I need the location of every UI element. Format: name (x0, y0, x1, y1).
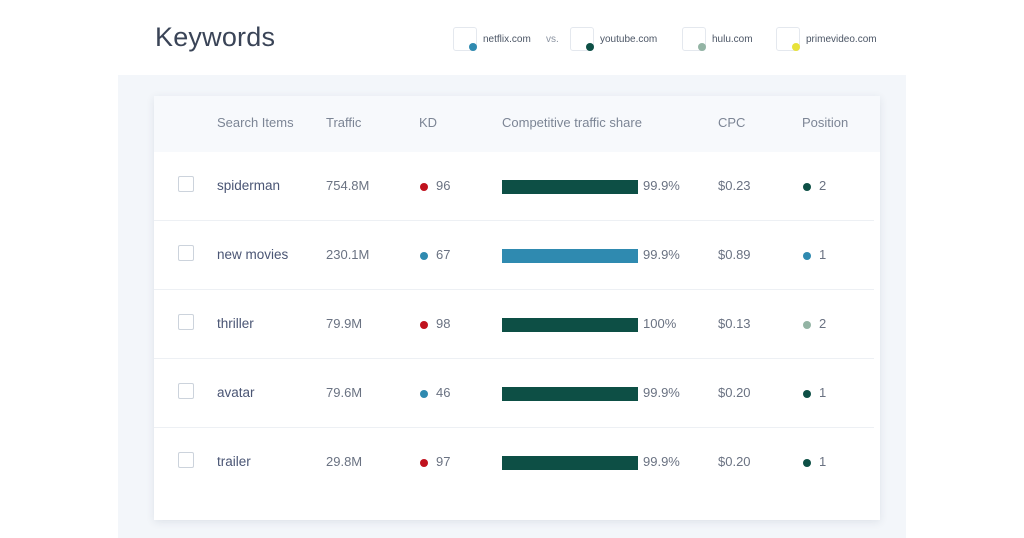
column-header-traffic-share[interactable]: Competitive traffic share (502, 115, 642, 130)
traffic-share-bar (502, 387, 638, 401)
keyword-link[interactable]: thriller (217, 316, 254, 331)
position-value: 1 (819, 247, 827, 262)
position-indicator-dot (803, 390, 811, 398)
column-header-traffic[interactable]: Traffic (326, 115, 362, 130)
keyword-link[interactable]: spiderman (217, 178, 281, 193)
row-checkbox[interactable] (178, 383, 194, 399)
row-checkbox[interactable] (178, 245, 194, 261)
row-checkbox[interactable] (178, 176, 194, 192)
kd-value: 98 (436, 316, 451, 331)
row-divider (154, 427, 874, 428)
cpc-value: $0.89 (718, 247, 751, 262)
column-header-kd[interactable]: KD (419, 115, 438, 130)
keyword-link[interactable]: new movies (217, 247, 289, 262)
position-indicator-dot (803, 459, 811, 467)
domain-name: hulu.com (712, 34, 753, 45)
table-header: Search Items Traffic KD Competitive traf… (154, 96, 880, 152)
row-checkbox[interactable] (178, 314, 194, 330)
traffic-value: 79.6M (326, 385, 363, 400)
kd-indicator-dot (420, 183, 428, 191)
table-row: thriller 79.9M 98 100% $0.13 2 (154, 290, 880, 359)
row-divider (154, 289, 874, 290)
table-row: new movies 230.1M 67 99.9% $0.89 1 (154, 221, 880, 290)
traffic-value: 754.8M (326, 178, 370, 193)
cpc-value: $0.23 (718, 178, 751, 193)
cpc-value: $0.13 (718, 316, 751, 331)
traffic-value: 230.1M (326, 247, 370, 262)
keywords-panel: Keywords netflix.com vs. youtube.com hul… (118, 0, 906, 538)
cpc-value: $0.20 (718, 385, 751, 400)
kd-value: 46 (436, 385, 451, 400)
panel-header: Keywords netflix.com vs. youtube.com hul… (118, 0, 906, 75)
traffic-share-value: 99.9% (643, 385, 680, 400)
kd-indicator-dot (420, 321, 428, 329)
kd-indicator-dot (420, 390, 428, 398)
table-row: avatar 79.6M 46 99.9% $0.20 1 (154, 359, 880, 428)
kd-value: 97 (436, 454, 451, 469)
traffic-share-bar (502, 318, 638, 332)
domain-color-dot (469, 43, 477, 51)
domain-color-dot (586, 43, 594, 51)
table-row: trailer 29.8M 97 99.9% $0.20 1 (154, 428, 880, 497)
traffic-value: 29.8M (326, 454, 363, 469)
cpc-value: $0.20 (718, 454, 751, 469)
keyword-link[interactable]: trailer (217, 454, 251, 469)
kd-indicator-dot (420, 459, 428, 467)
column-header-position[interactable]: Position (802, 115, 849, 130)
kd-indicator-dot (420, 252, 428, 260)
position-indicator-dot (803, 183, 811, 191)
traffic-share-value: 99.9% (643, 178, 680, 193)
traffic-share-bar (502, 249, 638, 263)
keywords-table: Search Items Traffic KD Competitive traf… (154, 96, 880, 520)
table-row: spiderman 754.8M 96 99.9% $0.23 2 (154, 152, 880, 221)
domain-color-dot (698, 43, 706, 51)
traffic-share-value: 99.9% (643, 247, 680, 262)
position-value: 2 (819, 178, 827, 193)
row-divider (154, 220, 874, 221)
traffic-share-value: 99.9% (643, 454, 680, 469)
page-title: Keywords (155, 22, 276, 52)
traffic-value: 79.9M (326, 316, 363, 331)
domain-checkbox[interactable] (453, 27, 477, 51)
keyword-link[interactable]: avatar (217, 385, 255, 400)
vs-label: vs. (546, 34, 559, 45)
kd-value: 96 (436, 178, 451, 193)
traffic-share-bar (502, 456, 638, 470)
row-divider (154, 358, 874, 359)
domain-name: netflix.com (483, 34, 531, 45)
column-header-cpc[interactable]: CPC (718, 115, 746, 130)
traffic-share-bar (502, 180, 638, 194)
position-value: 2 (819, 316, 827, 331)
column-header-search-items[interactable]: Search Items (217, 115, 294, 130)
row-checkbox[interactable] (178, 452, 194, 468)
domain-color-dot (792, 43, 800, 51)
position-indicator-dot (803, 252, 811, 260)
position-indicator-dot (803, 321, 811, 329)
domain-name: youtube.com (600, 34, 658, 45)
position-value: 1 (819, 454, 827, 469)
position-value: 1 (819, 385, 827, 400)
traffic-share-value: 100% (643, 316, 677, 331)
domain-name: primevideo.com (806, 34, 877, 45)
kd-value: 67 (436, 247, 451, 262)
